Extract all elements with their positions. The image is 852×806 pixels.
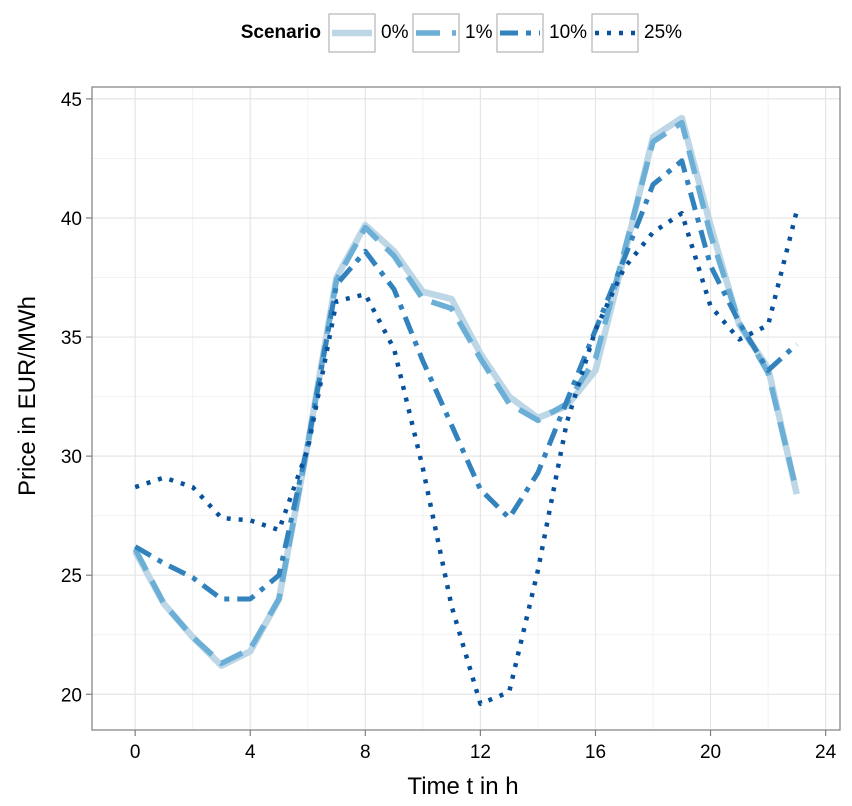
series-line-1pct <box>132 119 800 667</box>
legend-key-box <box>496 13 544 53</box>
x-tick-label: 16 <box>585 742 606 763</box>
y-tick-label: 30 <box>61 447 82 468</box>
series-line-10pct <box>133 158 799 602</box>
series-line-25pct <box>134 210 799 707</box>
x-tick-label: 20 <box>700 742 721 763</box>
x-tick-label: 12 <box>470 742 491 763</box>
legend-title: Scenario <box>241 22 321 43</box>
y-tick-label: 45 <box>61 90 82 111</box>
x-tick-label: 0 <box>130 742 141 763</box>
legend-label: 1% <box>465 22 493 43</box>
legend-key-box <box>591 13 639 53</box>
legend: Scenario 0% 1% 10% 25% <box>241 13 682 53</box>
plot-background <box>92 87 840 730</box>
x-tick-label: 24 <box>815 742 837 763</box>
y-tick-label: 35 <box>61 328 82 349</box>
x-tick-label: 8 <box>360 742 371 763</box>
x-tick-label: 4 <box>245 742 256 763</box>
legend-label: 25% <box>644 22 682 43</box>
legend-label: 10% <box>549 22 587 43</box>
plot-border <box>91 86 841 731</box>
y-axis: 20 25 30 35 40 45 <box>61 90 92 706</box>
x-axis-title: Time t in h <box>407 773 518 800</box>
x-axis: 0 4 8 12 16 20 24 <box>130 730 837 763</box>
y-tick-label: 25 <box>61 566 82 587</box>
y-axis-title: Price in EUR/MWh <box>14 296 41 496</box>
y-tick-label: 40 <box>61 209 82 230</box>
plot-area <box>91 86 841 731</box>
legend-label: 0% <box>381 22 409 43</box>
y-tick-label: 20 <box>61 685 82 706</box>
